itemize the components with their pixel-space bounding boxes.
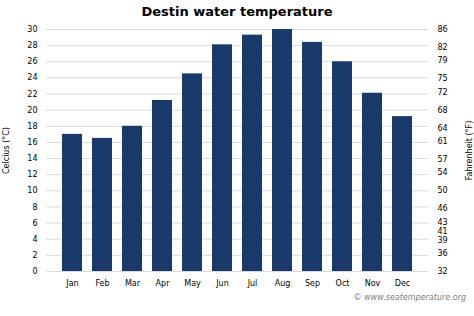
svg-text:86: 86 [438,25,448,34]
svg-text:43: 43 [438,218,448,227]
svg-text:16: 16 [27,138,37,147]
svg-text:82: 82 [438,43,448,52]
svg-text:May: May [184,279,201,288]
svg-text:26: 26 [27,57,37,66]
svg-text:Jun: Jun [215,279,229,288]
svg-text:18: 18 [27,122,37,131]
svg-text:0: 0 [32,267,37,276]
svg-text:Jan: Jan [65,279,78,288]
svg-text:Mar: Mar [125,279,141,288]
svg-text:10: 10 [27,186,37,195]
svg-text:39: 39 [438,236,448,245]
svg-text:50: 50 [438,186,448,195]
svg-text:20: 20 [27,106,37,115]
svg-text:Aug: Aug [275,279,291,288]
svg-text:14: 14 [27,154,37,163]
svg-text:57: 57 [438,155,448,164]
svg-text:41: 41 [438,227,448,236]
svg-text:Apr: Apr [156,279,171,288]
svg-text:24: 24 [27,73,37,82]
html-text:Destin water temperature: Destin water temperature [141,4,333,19]
svg-text:Feb: Feb [95,279,109,288]
svg-text:54: 54 [438,168,448,177]
svg-text:72: 72 [438,88,448,97]
svg-text:Oct: Oct [336,279,350,288]
html-text:© www.seatemperature.org: © www.seatemperature.org [353,293,466,302]
svg-text:8: 8 [32,203,37,212]
svg-text:12: 12 [27,170,37,179]
svg-text:22: 22 [27,90,37,99]
svg-text:32: 32 [438,267,448,276]
svg-text:30: 30 [27,25,37,34]
svg-text:4: 4 [32,235,37,244]
svg-text:6: 6 [32,219,37,228]
svg-text:Celcius (°C): Celcius (°C) [2,127,11,174]
svg-text:64: 64 [438,124,448,133]
svg-text:Nov: Nov [365,279,381,288]
svg-text:Fahrenheit (°F): Fahrenheit (°F) [465,121,474,181]
svg-text:Jul: Jul [247,279,258,288]
svg-text:Sep: Sep [305,279,320,288]
svg-text:36: 36 [438,249,448,258]
svg-text:Dec: Dec [395,279,410,288]
svg-text:28: 28 [27,41,37,50]
svg-text:2: 2 [32,251,37,260]
svg-text:61: 61 [438,137,448,146]
svg-text:68: 68 [438,106,448,115]
svg-text:79: 79 [438,56,448,65]
svg-text:75: 75 [438,74,448,83]
svg-text:46: 46 [438,204,448,213]
